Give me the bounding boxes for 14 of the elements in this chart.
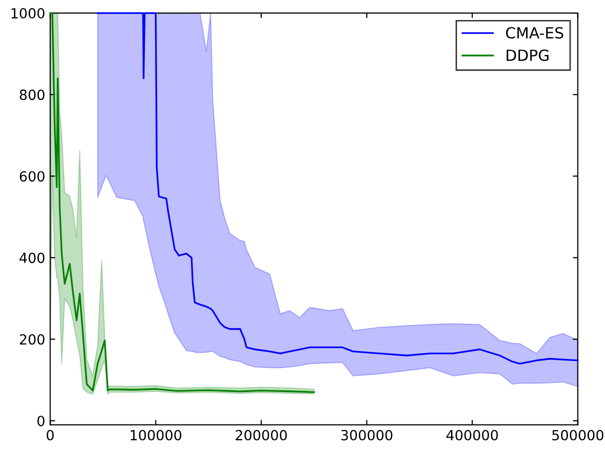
x-tick-label: 500000 [552,430,604,440]
y-tick-label: 200 [20,334,44,345]
y-tick-label: 800 [20,90,44,100]
y-tick-label: 1000 [12,8,44,19]
y-tick-label: 0 [37,416,44,426]
x-tick-label: 0 [46,430,54,440]
x-tick-label: 200000 [236,430,287,440]
y-tick-label: 600 [20,171,44,182]
x-tick-label: 400000 [446,430,498,440]
legend-label: DDPG [506,49,549,62]
legend-label: CMA-ES [506,27,564,39]
x-tick-label: 300000 [341,430,392,440]
y-tick-label: 400 [20,252,44,264]
x-tick-label: 100000 [130,430,182,440]
